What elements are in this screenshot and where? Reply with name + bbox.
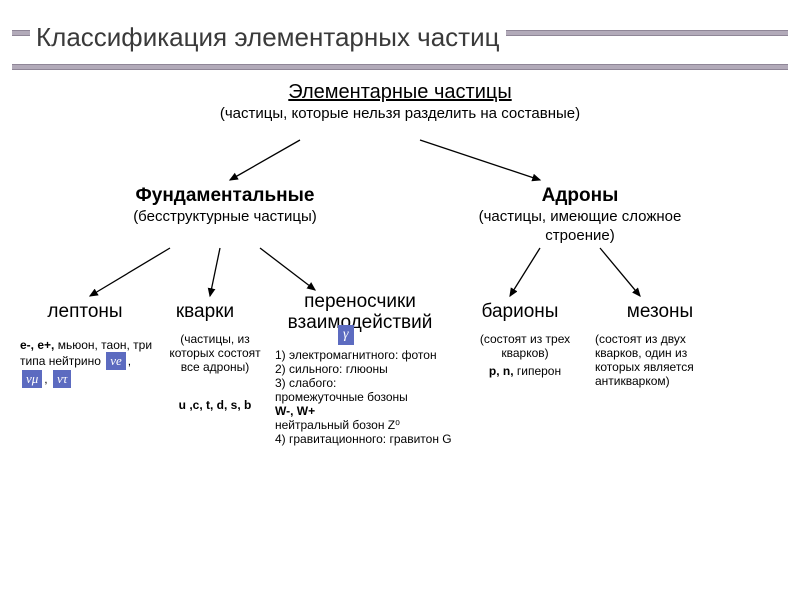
quarks-list: u ,c, t, d, s, b: [160, 398, 270, 412]
carrier-l3c: W-, W+: [275, 404, 465, 418]
quarks-node: кварки: [150, 300, 260, 324]
decorative-bar: [12, 64, 788, 70]
carrier-l2: 2) сильного: глюоны: [275, 362, 465, 376]
carrier-l3b: промежуточные бозоны: [275, 390, 465, 404]
leptons-node: лептоны: [25, 300, 145, 324]
mesons-label: мезоны: [600, 300, 720, 324]
hadrons-header: Адроны: [455, 184, 705, 208]
mesons-node: мезоны: [600, 300, 720, 324]
carrier-l3a: 3) слабого:: [275, 376, 465, 390]
nu-tau-badge: ντ: [53, 370, 71, 388]
nu-e-badge: νe: [106, 352, 126, 370]
carrier-l4: 4) гравитационного: гравитон G: [275, 432, 465, 446]
mesons-desc: (состоят из двух кварков, один из которы…: [595, 332, 735, 388]
carrier-l1: 1) электромагнитного: фотон: [275, 348, 465, 362]
leptons-desc: e-, e+, мьюон, таон, три типа нейтрино ν…: [20, 338, 160, 388]
carrier-l3d: нейтральный бозон Z⁰: [275, 418, 465, 432]
fundamental-node: Фундаментальные (бесструктурные частицы): [100, 184, 350, 227]
quarks-desc: (частицы, из которых состоят все адроны): [160, 332, 270, 374]
leptons-label: лептоны: [25, 300, 145, 324]
fundamental-header: Фундаментальные: [100, 184, 350, 208]
fundamental-sub: (бесструктурные частицы): [100, 208, 350, 227]
carriers-label: переносчики взаимодействий: [260, 292, 460, 334]
root-sub: (частицы, которые нельзя разделить на со…: [180, 105, 620, 124]
baryons-label: барионы: [460, 300, 580, 324]
baryons-list-rest: гиперон: [514, 364, 562, 378]
nu-comma-2: ,: [44, 372, 47, 386]
slide-title: Классификация элементарных частиц: [30, 22, 506, 53]
carriers-list: 1) электромагнитного: фотон 2) сильного:…: [275, 348, 465, 446]
root-header: Элементарные частицы: [180, 80, 620, 105]
baryons-list: p, n, гиперон: [460, 364, 590, 378]
root-node: Элементарные частицы (частицы, которые н…: [180, 80, 620, 124]
carriers-node: переносчики взаимодействий: [260, 292, 460, 334]
nu-comma-1: ,: [128, 354, 131, 368]
baryons-list-bold: p, n,: [489, 364, 514, 378]
baryons-node: барионы: [460, 300, 580, 324]
quarks-label: кварки: [150, 300, 260, 324]
hadrons-node: Адроны (частицы, имеющие сложное строени…: [455, 184, 705, 245]
baryons-desc: (состоят из трех кварков): [460, 332, 590, 360]
gamma-badge: γ: [338, 325, 354, 345]
hadrons-sub: (частицы, имеющие сложное строение): [455, 208, 705, 246]
nu-mu-badge: νμ: [22, 370, 42, 388]
leptons-ee: e-, e+,: [20, 338, 54, 352]
